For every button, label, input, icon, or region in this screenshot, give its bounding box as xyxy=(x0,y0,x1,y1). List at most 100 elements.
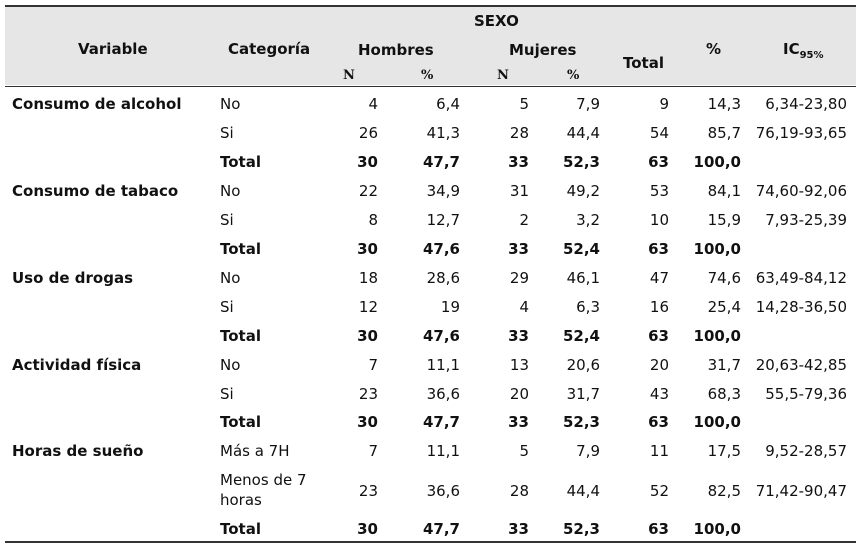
cell-ic: 9,52-28,57 xyxy=(765,442,847,460)
category-label: Más a 7H xyxy=(220,442,290,460)
cell-t: 53 xyxy=(649,182,669,200)
cell-ic: 20,63-42,85 xyxy=(755,356,847,374)
cell-hp: 47,7 xyxy=(422,153,460,171)
cell-t: 11 xyxy=(649,442,669,460)
cell-mn: 13 xyxy=(509,356,529,374)
cell-mn: 20 xyxy=(509,385,529,403)
cell-t: 16 xyxy=(649,298,669,316)
cell-p: 17,5 xyxy=(707,442,741,460)
cell-hp: 41,3 xyxy=(426,124,460,142)
cell-t: 63 xyxy=(648,413,669,431)
cell-hn: 12 xyxy=(358,298,378,316)
cell-p: 100,0 xyxy=(693,413,741,431)
cell-hn: 22 xyxy=(358,182,378,200)
cell-hp: 12,7 xyxy=(426,211,460,229)
cell-hn: 4 xyxy=(368,95,378,113)
cell-hp: 28,6 xyxy=(426,269,460,287)
variable-label: Actividad física xyxy=(12,356,142,374)
cell-mp: 31,7 xyxy=(566,385,600,403)
category-label: No xyxy=(220,95,241,113)
top-rule xyxy=(5,5,856,7)
cell-mn: 33 xyxy=(508,327,529,345)
cell-p: 82,5 xyxy=(707,482,741,500)
category-label: Total xyxy=(220,327,261,345)
cell-ic: 71,42-90,47 xyxy=(755,482,847,500)
header-mujeres: Mujeres xyxy=(509,41,577,59)
cell-p: 31,7 xyxy=(707,356,741,374)
cell-t: 54 xyxy=(649,124,669,142)
variable-label: Uso de drogas xyxy=(12,269,133,287)
cell-ic: 76,19-93,65 xyxy=(755,124,847,142)
category-label: No xyxy=(220,269,241,287)
cell-hn: 18 xyxy=(358,269,378,287)
cell-mp: 52,3 xyxy=(562,153,600,171)
category-label: Si xyxy=(220,211,234,229)
cell-hp: 47,6 xyxy=(422,240,460,258)
cell-mn: 4 xyxy=(519,298,529,316)
cell-hn: 23 xyxy=(358,482,378,500)
cell-hn: 30 xyxy=(357,240,378,258)
cell-hp: 11,1 xyxy=(426,442,460,460)
cell-t: 10 xyxy=(649,211,669,229)
cell-mp: 44,4 xyxy=(566,124,600,142)
header-mujeres-pct: % xyxy=(567,68,580,83)
cell-mp: 44,4 xyxy=(566,482,600,500)
cell-mn: 33 xyxy=(508,240,529,258)
category-label: Total xyxy=(220,153,261,171)
cell-t: 52 xyxy=(649,482,669,500)
cell-hp: 47,7 xyxy=(422,520,460,538)
cell-mn: 5 xyxy=(519,95,529,113)
header-ic-label: IC xyxy=(783,40,800,58)
cell-p: 100,0 xyxy=(693,327,741,345)
variable-label: Consumo de alcohol xyxy=(12,95,182,113)
cell-t: 63 xyxy=(648,153,669,171)
category-label: Total xyxy=(220,413,261,431)
header-hombres-pct: % xyxy=(421,68,434,83)
cell-p: 14,3 xyxy=(707,95,741,113)
cell-p: 25,4 xyxy=(707,298,741,316)
cell-hp: 19 xyxy=(440,298,460,316)
cell-hn: 7 xyxy=(368,356,378,374)
cell-mp: 52,3 xyxy=(562,520,600,538)
cell-mp: 52,4 xyxy=(562,327,600,345)
header-rule xyxy=(5,86,856,87)
cell-mp: 6,3 xyxy=(576,298,600,316)
cell-mp: 7,9 xyxy=(576,95,600,113)
cell-hp: 6,4 xyxy=(436,95,460,113)
category-label: No xyxy=(220,182,241,200)
cell-t: 63 xyxy=(648,240,669,258)
cell-hn: 30 xyxy=(357,413,378,431)
header-hombres-n: N xyxy=(343,68,355,83)
cell-mn: 33 xyxy=(508,520,529,538)
cell-p: 85,7 xyxy=(707,124,741,142)
header-total: Total xyxy=(623,54,664,72)
cell-ic: 14,28-36,50 xyxy=(755,298,847,316)
header-ic-subscript: 95% xyxy=(799,50,824,61)
cell-t: 47 xyxy=(649,269,669,287)
category-label: No xyxy=(220,356,241,374)
cell-mn: 33 xyxy=(508,413,529,431)
cell-p: 74,6 xyxy=(707,269,741,287)
category-label: Menos de 7 xyxy=(220,471,307,489)
cell-t: 9 xyxy=(659,95,669,113)
category-label-line2: horas xyxy=(220,491,262,509)
cell-mp: 3,2 xyxy=(576,211,600,229)
cell-hp: 47,7 xyxy=(422,413,460,431)
category-label: Total xyxy=(220,520,261,538)
cell-hn: 30 xyxy=(357,520,378,538)
cell-mp: 52,3 xyxy=(562,413,600,431)
header-mujeres-n: N xyxy=(497,68,509,83)
category-label: Total xyxy=(220,240,261,258)
cell-hn: 30 xyxy=(357,327,378,345)
variable-label: Consumo de tabaco xyxy=(12,182,179,200)
cell-ic: 7,93-25,39 xyxy=(765,211,847,229)
cell-hn: 26 xyxy=(358,124,378,142)
category-label: Si xyxy=(220,385,234,403)
cell-ic: 55,5-79,36 xyxy=(765,385,847,403)
cell-mn: 28 xyxy=(509,124,529,142)
header-variable: Variable xyxy=(78,40,148,58)
cell-hn: 8 xyxy=(368,211,378,229)
header-percent: % xyxy=(706,40,722,58)
cell-mn: 5 xyxy=(519,442,529,460)
header-hombres: Hombres xyxy=(358,41,434,59)
